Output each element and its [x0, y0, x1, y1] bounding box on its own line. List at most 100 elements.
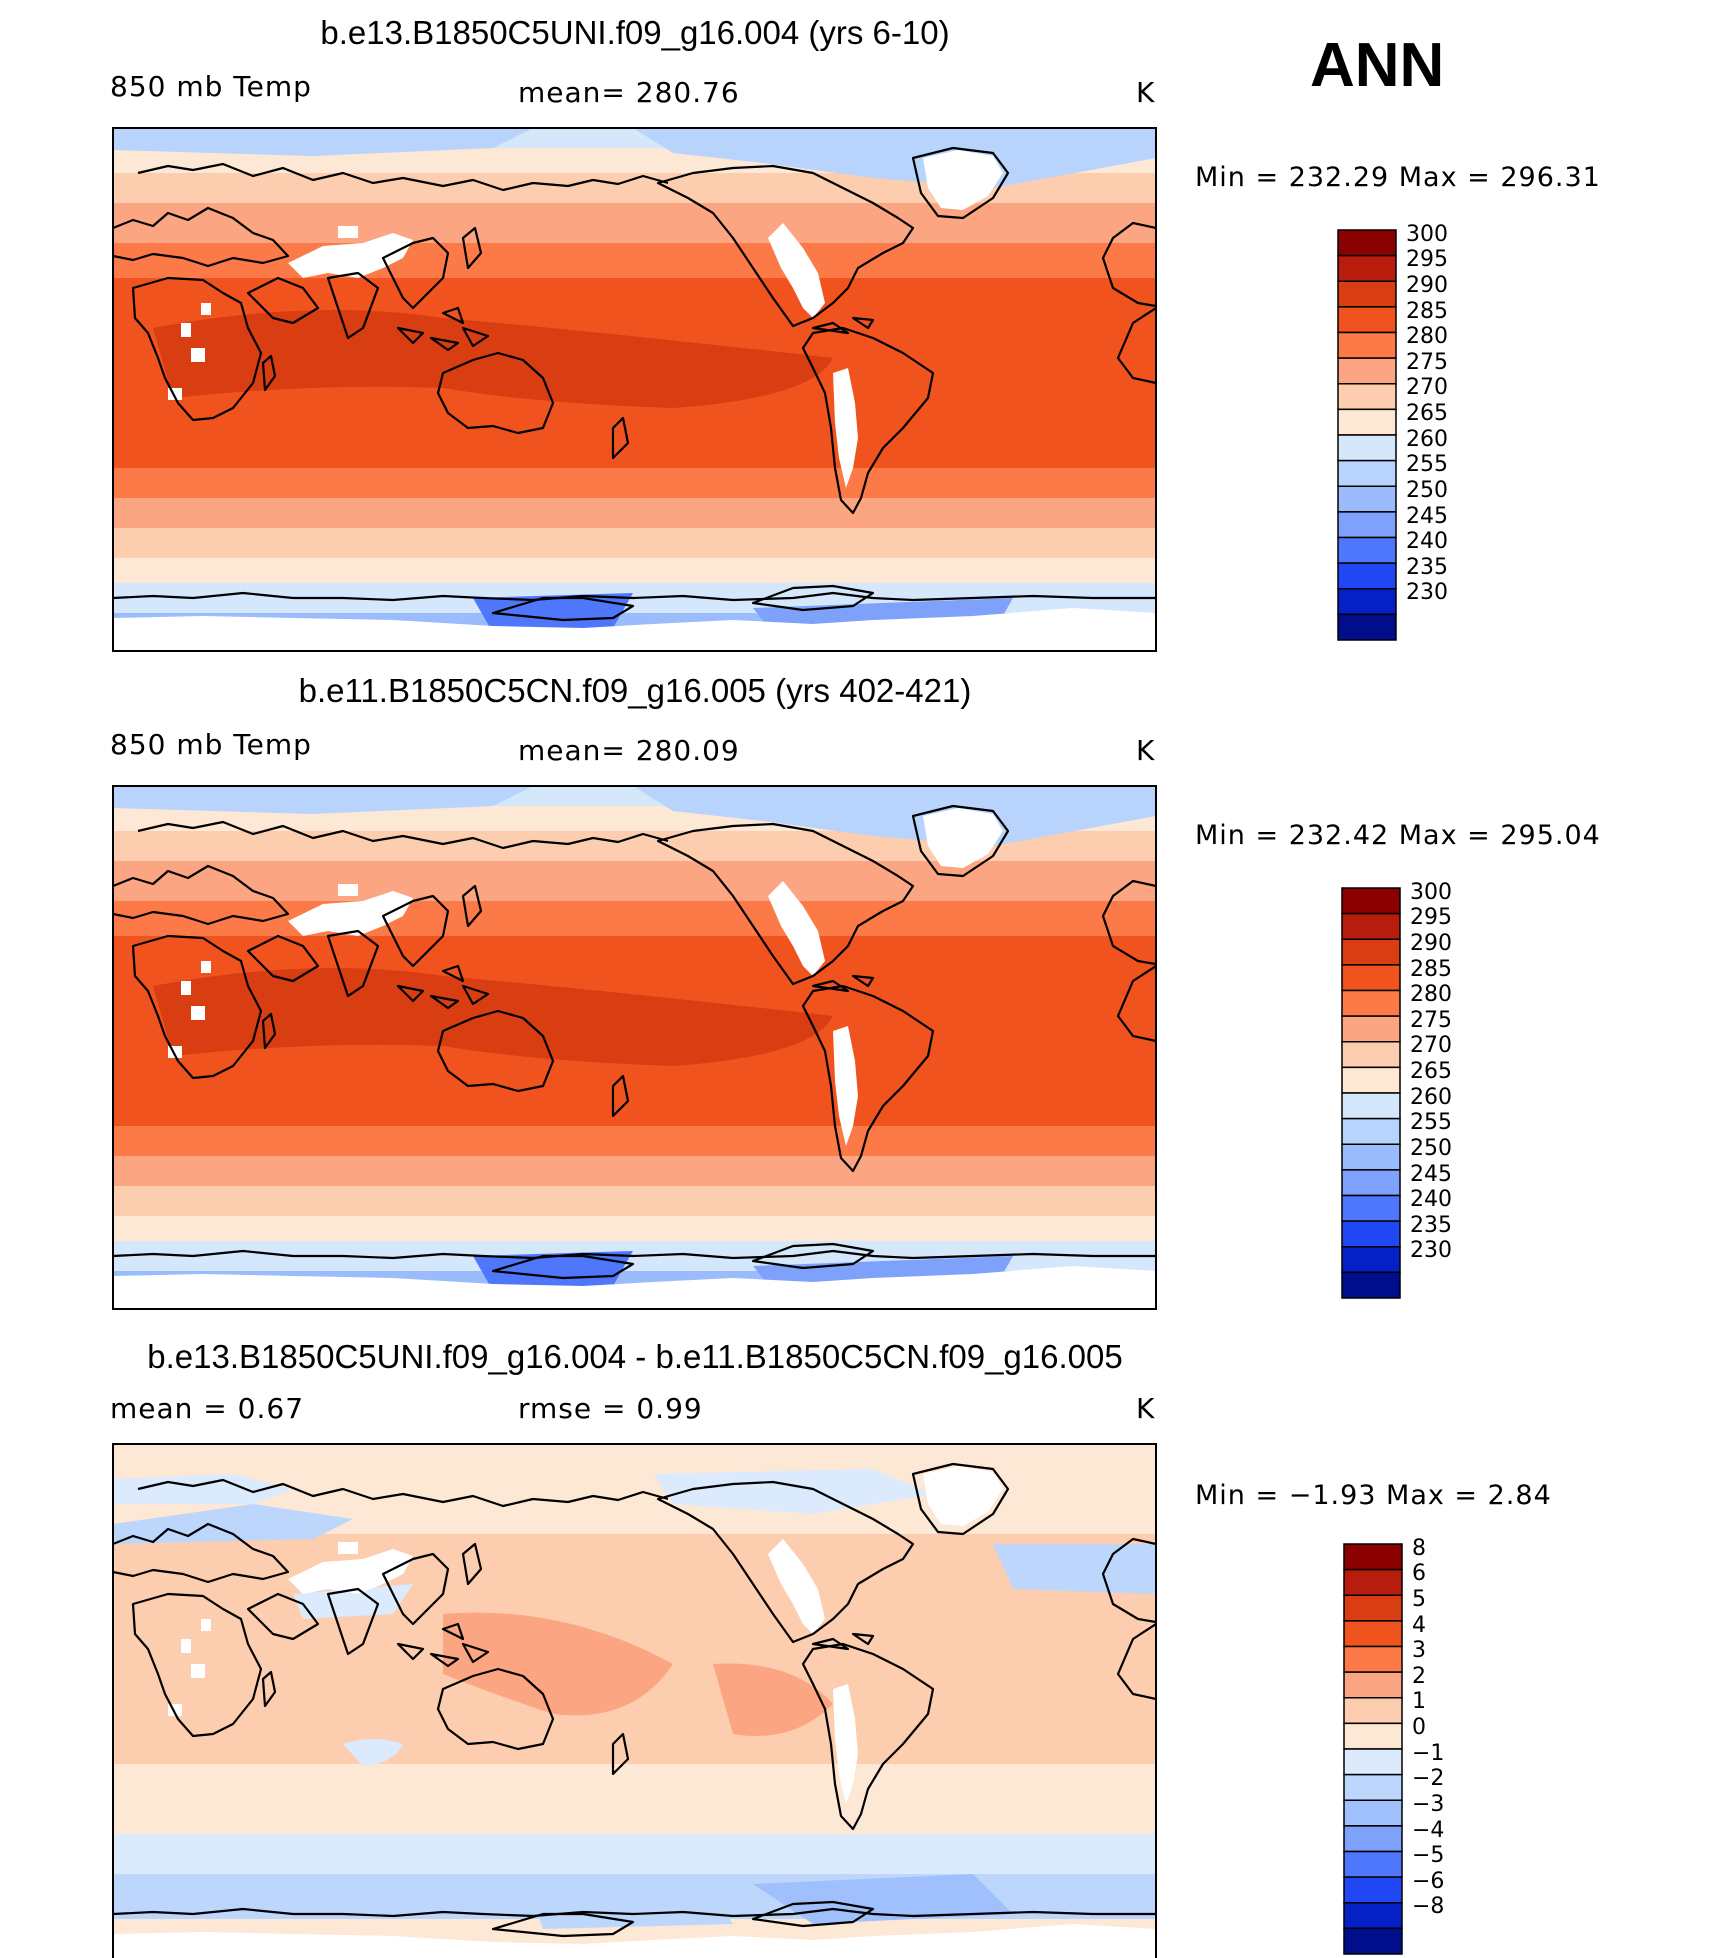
colorbar3-box-9	[1343, 1773, 1403, 1801]
panel3-units: K	[1136, 1392, 1156, 1425]
colorbar2-tick-label: 285	[1410, 956, 1452, 982]
panel2-minmax: Min = 232.42 Max = 295.04	[1195, 820, 1601, 851]
panel1-title: b.e13.B1850C5UNI.f09_g16.004 (yrs 6-10)	[320, 14, 950, 51]
colorbar2-tick-label: 290	[1410, 930, 1452, 956]
colorbar3-tick-label: −1	[1412, 1740, 1445, 1766]
panel1-variable: 850 mb Temp	[110, 70, 312, 103]
panel3-rmse: rmse = 0.99	[518, 1392, 703, 1425]
colorbar2-box-10	[1341, 1143, 1401, 1171]
colorbar1-box-3	[1337, 306, 1397, 334]
colorbar1-tick-label: 280	[1406, 324, 1448, 350]
colorbar3-tick-label: −5	[1412, 1843, 1445, 1869]
colorbar2-box-15	[1341, 1271, 1401, 1299]
colorbar3-tick-label: 3	[1412, 1638, 1426, 1664]
colorbar1-tick-label: 285	[1406, 298, 1448, 324]
colorbar3-box-0	[1343, 1543, 1403, 1571]
colorbar1-tick-label: 300	[1406, 221, 1448, 247]
colorbar1-tick-label: 260	[1406, 426, 1448, 452]
colorbar2-box-1	[1341, 912, 1401, 940]
colorbar1-box-15	[1337, 613, 1397, 641]
panel2-mean: mean= 280.09	[518, 734, 740, 767]
colorbar3-box-15	[1343, 1927, 1403, 1955]
colorbar1-tick-label: 250	[1406, 477, 1448, 503]
colorbar2-tick-label: 245	[1410, 1161, 1452, 1187]
colorbar3-tick-label: 4	[1412, 1612, 1426, 1638]
colorbar3-box-14	[1343, 1902, 1403, 1930]
colorbar1-tick-label: 275	[1406, 349, 1448, 375]
colorbar2-box-12	[1341, 1194, 1401, 1222]
colorbar3-tick-label: 5	[1412, 1586, 1426, 1612]
colorbar3-box-5	[1343, 1671, 1403, 1699]
colorbar1-box-12	[1337, 536, 1397, 564]
colorbar3	[1343, 1543, 1403, 1955]
colorbar2-tick-label: 295	[1410, 905, 1452, 931]
panel3-title: b.e13.B1850C5UNI.f09_g16.004 - b.e11.B18…	[147, 1338, 1123, 1375]
colorbar3-box-2	[1343, 1594, 1403, 1622]
colorbar1-box-5	[1337, 357, 1397, 385]
colorbar1-box-0	[1337, 229, 1397, 257]
colorbar3-box-12	[1343, 1850, 1403, 1878]
panel3-minmax: Min = −1.93 Max = 2.84	[1195, 1480, 1552, 1511]
colorbar1-box-9	[1337, 459, 1397, 487]
colorbar3-tick-label: 2	[1412, 1663, 1426, 1689]
panel1-map	[113, 128, 1156, 651]
season-label: ANN	[1310, 31, 1445, 100]
colorbar3-tick-label: 1	[1412, 1689, 1426, 1715]
colorbar2-box-0	[1341, 887, 1401, 915]
colorbar1-tick-label: 290	[1406, 272, 1448, 298]
colorbar3-tick-label: −8	[1412, 1894, 1445, 1920]
colorbar3-box-8	[1343, 1748, 1403, 1776]
colorbar3-box-3	[1343, 1620, 1403, 1648]
colorbar2-tick-label: 255	[1410, 1110, 1452, 1136]
colorbar1-box-13	[1337, 562, 1397, 590]
colorbar3-tick-label: −3	[1412, 1791, 1445, 1817]
panel2-map	[113, 786, 1156, 1309]
colorbar3-tick-label: −4	[1412, 1817, 1445, 1843]
colorbar2-tick-label: 240	[1410, 1187, 1452, 1213]
colorbar3-box-6	[1343, 1697, 1403, 1725]
colorbar2	[1341, 887, 1401, 1299]
colorbar1-box-4	[1337, 331, 1397, 359]
colorbar2-box-14	[1341, 1246, 1401, 1274]
colorbar1-box-14	[1337, 588, 1397, 616]
colorbar3-box-7	[1343, 1722, 1403, 1750]
colorbar2-box-6	[1341, 1041, 1401, 1069]
colorbar2-box-2	[1341, 938, 1401, 966]
colorbar1-tick-label: 235	[1406, 554, 1448, 580]
colorbar1-box-1	[1337, 254, 1397, 282]
colorbar1-tick-label: 265	[1406, 401, 1448, 426]
panel2-units: K	[1136, 734, 1156, 767]
colorbar1-tick-label: 245	[1406, 503, 1448, 529]
colorbar1-tick-label: 240	[1406, 529, 1448, 555]
colorbar1-tick-label: 270	[1406, 375, 1448, 401]
colorbar3-tick-label: 6	[1412, 1561, 1426, 1587]
colorbar1	[1337, 229, 1397, 641]
panel1-units: K	[1136, 76, 1156, 109]
colorbar1-box-7	[1337, 408, 1397, 436]
colorbar2-box-3	[1341, 964, 1401, 992]
colorbar1-box-6	[1337, 383, 1397, 411]
colorbar3-box-10	[1343, 1799, 1403, 1827]
colorbar2-tick-label: 300	[1410, 879, 1452, 905]
colorbar2-tick-label: 265	[1410, 1059, 1452, 1084]
colorbar3-box-4	[1343, 1645, 1403, 1673]
colorbar2-tick-label: 260	[1410, 1084, 1452, 1110]
panel2-variable: 850 mb Temp	[110, 728, 312, 761]
colorbar3-box-11	[1343, 1825, 1403, 1853]
colorbar2-box-11	[1341, 1169, 1401, 1197]
colorbar3-box-1	[1343, 1568, 1403, 1596]
colorbar3-box-13	[1343, 1876, 1403, 1904]
panel2-title: b.e11.B1850C5CN.f09_g16.005 (yrs 402-421…	[298, 672, 972, 709]
colorbar2-tick-label: 275	[1410, 1007, 1452, 1033]
colorbar2-box-7	[1341, 1066, 1401, 1094]
colorbar3-tick-label: −6	[1412, 1868, 1445, 1894]
colorbar3-tick-label: −2	[1412, 1766, 1445, 1792]
colorbar1-tick-label: 255	[1406, 452, 1448, 478]
panel1-minmax: Min = 232.29 Max = 296.31	[1195, 162, 1601, 193]
colorbar3-tick-label: 8	[1412, 1535, 1426, 1561]
colorbar2-tick-label: 270	[1410, 1033, 1452, 1059]
colorbar2-box-13	[1341, 1220, 1401, 1248]
panel1-mean: mean= 280.76	[518, 76, 740, 109]
colorbar2-tick-label: 280	[1410, 982, 1452, 1008]
